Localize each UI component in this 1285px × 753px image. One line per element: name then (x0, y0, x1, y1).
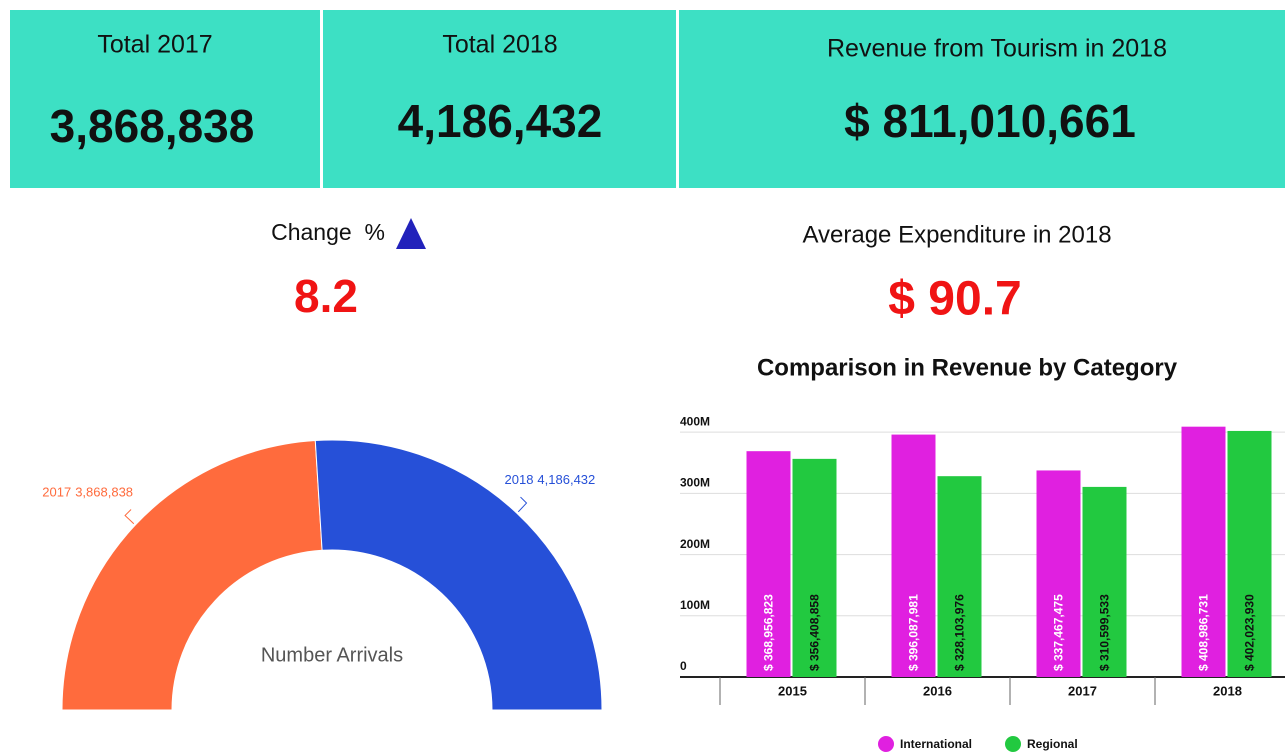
tile-value: 4,186,432 (398, 95, 603, 147)
bar (1181, 426, 1226, 677)
value-label: $ 368,956,823 (762, 594, 776, 671)
change-title: Change % (271, 219, 385, 245)
tile-value: $ 811,010,661 (844, 95, 1136, 147)
x-tick-label: 2016 (923, 683, 952, 698)
gauge-segment (314, 439, 603, 711)
bar (1227, 430, 1272, 677)
bar (746, 451, 791, 677)
bar (1082, 486, 1127, 677)
gauge-label: 2018 4,186,432 (505, 472, 596, 487)
value-label: $ 356,408,858 (808, 594, 822, 671)
value-label: 3,868,838 (75, 485, 133, 500)
gauge-segment (61, 439, 323, 711)
tile-value: 3,868,838 (50, 100, 255, 152)
value-label: $ 328,103,976 (953, 594, 967, 671)
tile-title: Revenue from Tourism in 2018 (827, 35, 1167, 63)
change-value: 8.2 (294, 270, 358, 322)
gauge-label: 2017 3,868,838 (42, 485, 133, 500)
y-tick-label: 200M (680, 537, 710, 551)
y-tick-label: 100M (680, 598, 710, 612)
legend-label: Regional (1027, 737, 1078, 751)
x-tick-label: 2018 (1213, 683, 1242, 698)
bar (891, 434, 936, 677)
tile (679, 10, 1285, 188)
x-tick-label: 2017 (1068, 683, 1097, 698)
category-label: 2018 (505, 472, 534, 487)
y-tick-label: 400M (680, 414, 710, 428)
legend-swatch (878, 736, 894, 752)
tile (10, 10, 320, 188)
expenditure-title: Average Expenditure in 2018 (802, 221, 1111, 248)
y-tick-label: 300M (680, 476, 710, 490)
center-label: Number Arrivals (261, 644, 403, 666)
bar (937, 476, 982, 677)
legend-label: International (900, 737, 972, 751)
category-label: 2017 (42, 485, 71, 500)
leader-line (517, 496, 528, 513)
tile-title: Total 2017 (97, 31, 212, 59)
value-label: $ 408,986,731 (1197, 594, 1211, 671)
bar (792, 458, 837, 677)
value-label: $ 402,023,930 (1243, 594, 1257, 671)
up-arrow (396, 218, 426, 249)
value-label: $ 337,467,475 (1052, 594, 1066, 671)
value-label: $ 396,087,981 (907, 594, 921, 671)
x-tick-label: 2015 (778, 683, 807, 698)
leader-line (124, 509, 135, 525)
value-label: $ 310,599,533 (1098, 594, 1112, 671)
legend-swatch (1005, 736, 1021, 752)
expenditure-value: $ 90.7 (888, 273, 1021, 326)
value-label: 4,186,432 (537, 472, 595, 487)
y-tick-label: 0 (680, 659, 687, 673)
tile-title: Total 2018 (442, 31, 557, 59)
chart-title: Comparison in Revenue by Category (757, 354, 1178, 381)
tile (323, 10, 676, 188)
bar (1036, 470, 1081, 677)
